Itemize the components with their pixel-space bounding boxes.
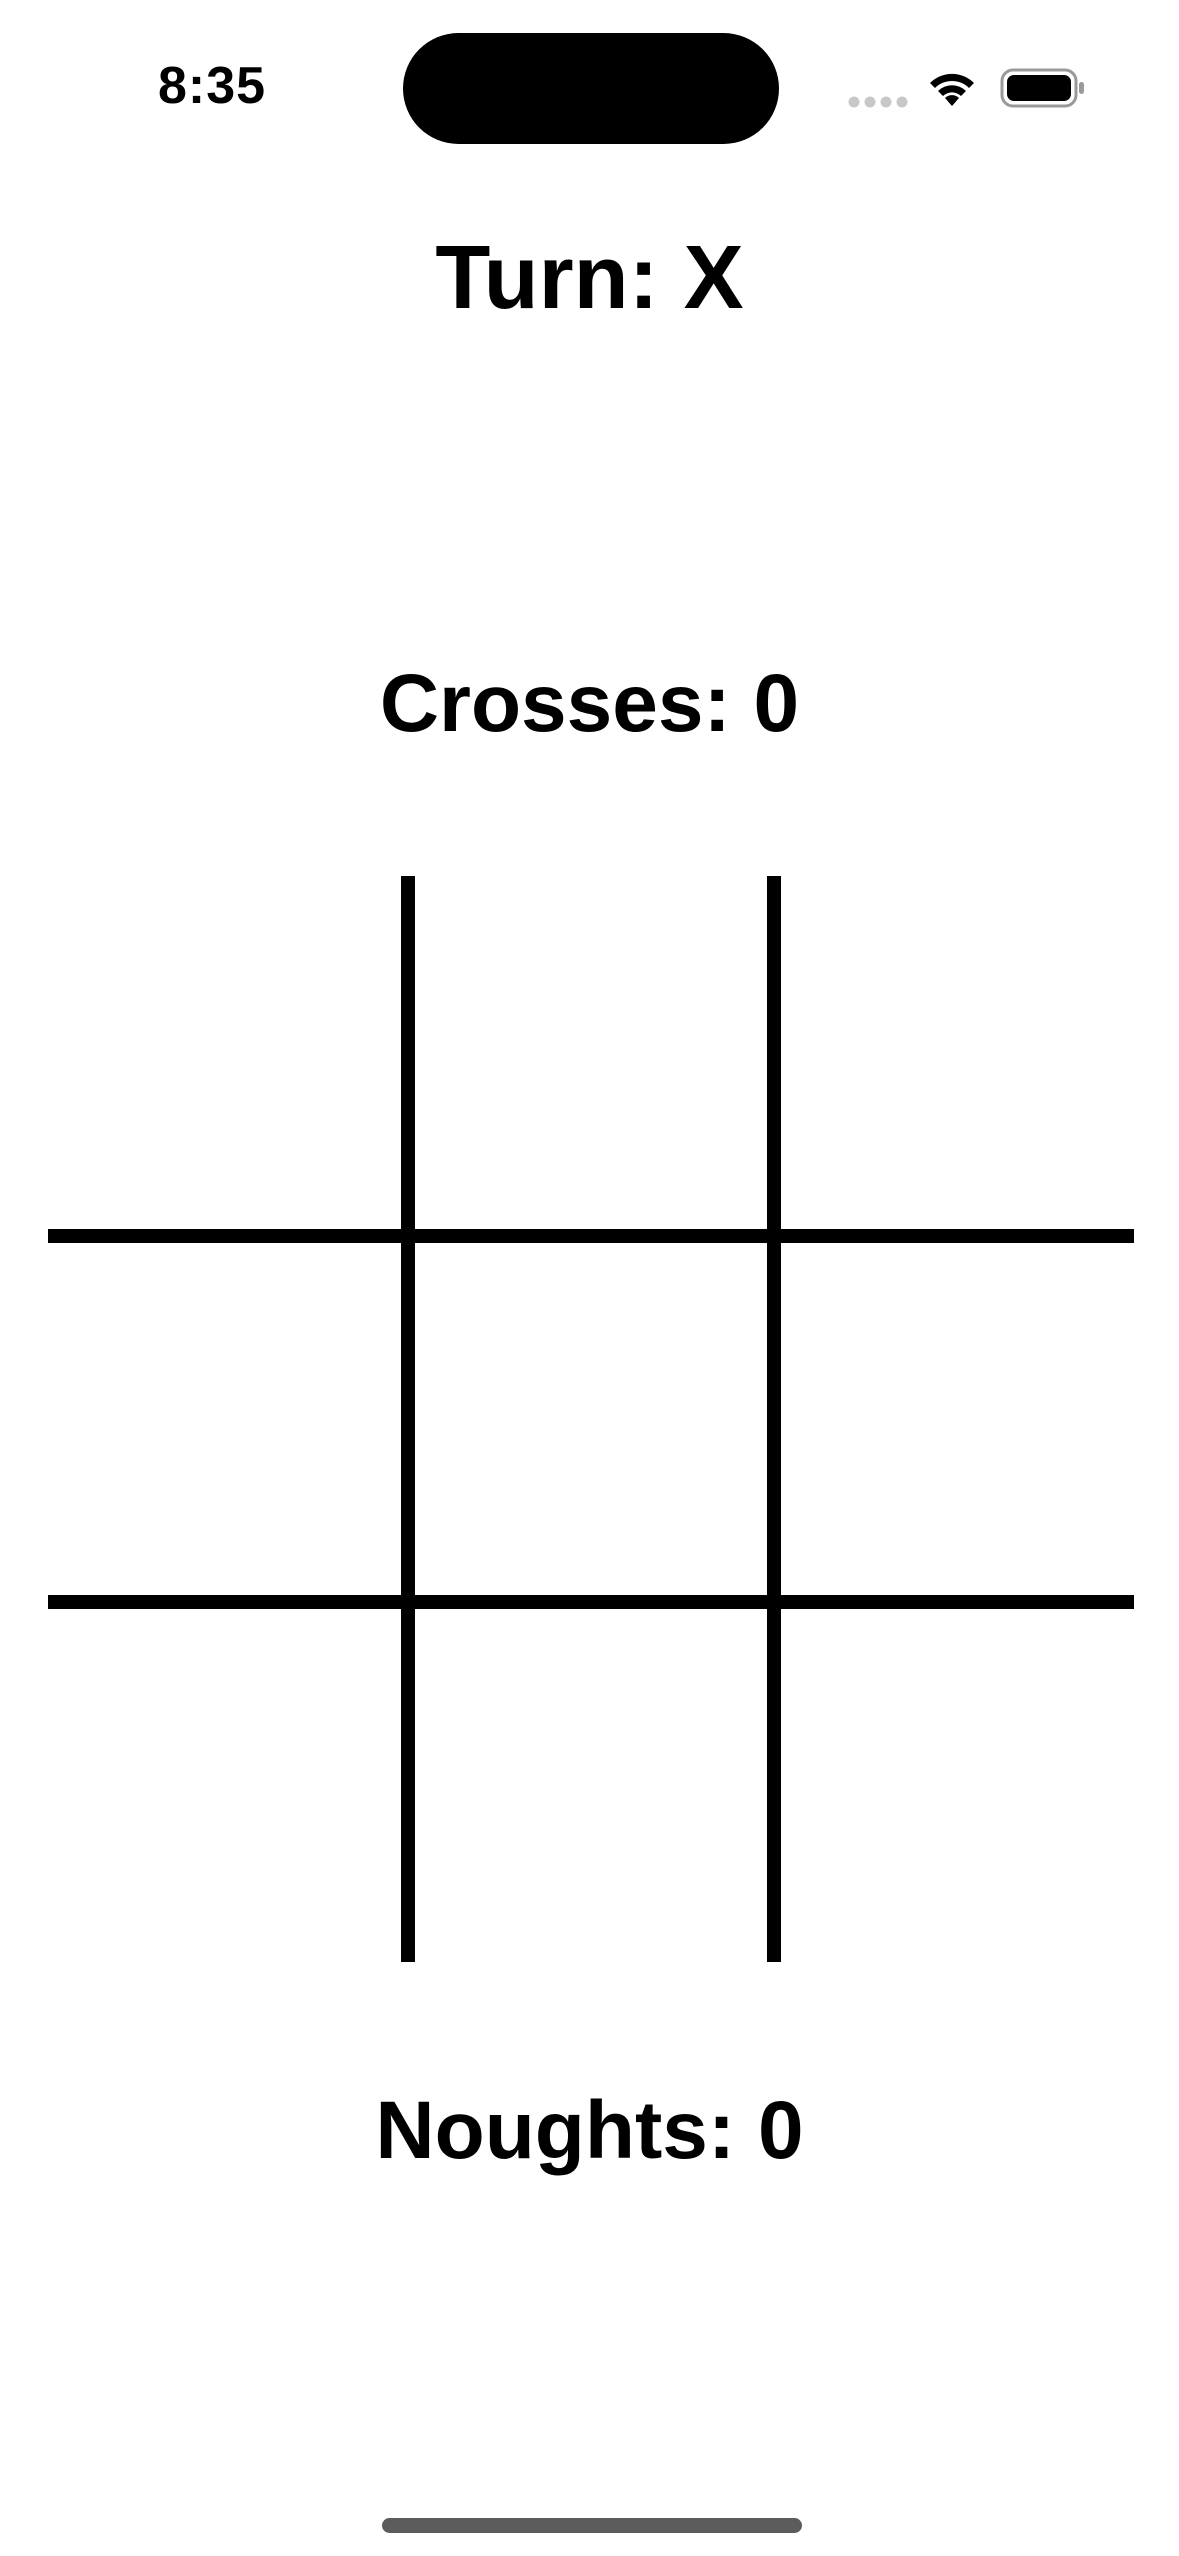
signal-dots-icon — [848, 96, 908, 108]
board-cell-5[interactable] — [415, 1243, 768, 1596]
tic-tac-toe-board — [48, 876, 1134, 1962]
home-indicator[interactable] — [382, 2518, 802, 2533]
board-cell-3[interactable] — [781, 876, 1134, 1229]
wifi-icon — [930, 73, 974, 106]
turn-indicator: Turn: X — [435, 228, 744, 328]
board-grid-line — [48, 1229, 1134, 1243]
board-grid-line — [401, 876, 415, 1962]
battery-icon — [1000, 68, 1084, 108]
board-grid-line — [767, 876, 781, 1962]
status-time: 8:35 — [158, 57, 267, 115]
noughts-score: Noughts: 0 — [375, 2085, 804, 2176]
board-cell-9[interactable] — [781, 1609, 1134, 1962]
board-cell-7[interactable] — [48, 1609, 401, 1962]
board-cell-2[interactable] — [415, 876, 768, 1229]
board-cell-8[interactable] — [415, 1609, 768, 1962]
board-cell-6[interactable] — [781, 1243, 1134, 1596]
board-cell-4[interactable] — [48, 1243, 401, 1596]
crosses-score: Crosses: 0 — [379, 658, 800, 749]
dynamic-island — [403, 33, 779, 144]
board-cell-1[interactable] — [48, 876, 401, 1229]
board-grid-line — [48, 1595, 1134, 1609]
status-bar: 8:35 — [0, 0, 1179, 150]
